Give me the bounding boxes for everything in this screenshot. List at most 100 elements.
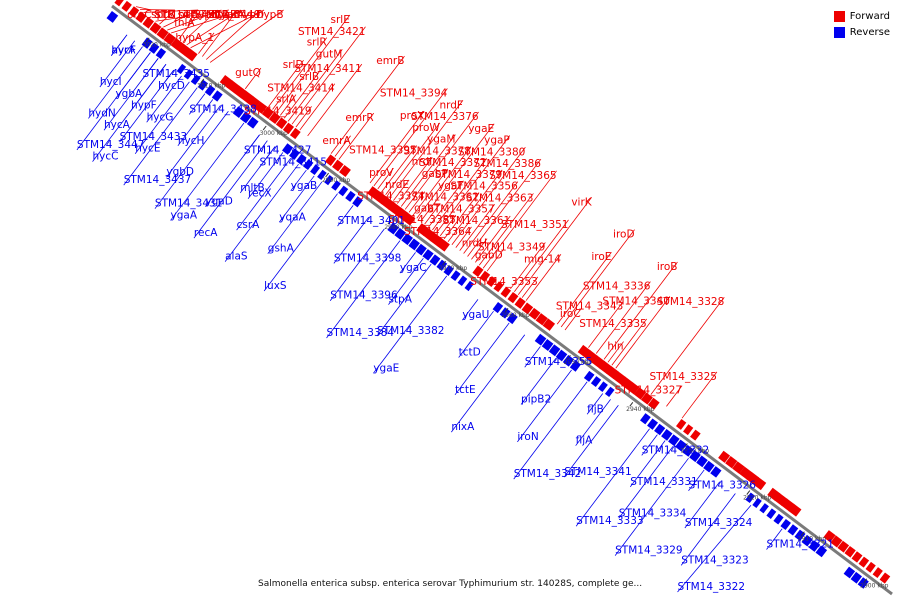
forward-gene-label: hypA_1 [175,32,214,44]
reverse-feature-70 [597,381,608,393]
label-connector [575,428,650,527]
forward-gene-label: STM14_3414 [267,83,335,95]
label-connector [88,46,143,119]
label-connector [76,52,151,151]
reverse-feature-44 [415,243,427,256]
forward-gene-label: STM14_3353 [470,276,537,288]
forward-gene-label: virK [571,196,592,208]
feature-track [106,0,891,589]
forward-gene-label: ygaF [438,180,463,192]
reverse-feature-82 [682,444,694,457]
forward-feature-76 [647,397,660,410]
reverse-feature-7 [155,48,167,59]
forward-gene-label: sprB [151,9,175,21]
forward-gene-label: iroE [591,251,611,263]
reverse-gene-label: tctE [455,384,476,396]
label-connector [159,9,176,25]
label-connector [283,71,320,119]
legend-reverse: Reverse [833,24,890,40]
tick-mark [863,578,868,584]
forward-gene-label: srlB [299,71,319,83]
label-connector [463,181,519,254]
reverse-gene-label: STM14_3323 [681,554,748,566]
forward-gene-label: gabT [414,202,441,214]
forward-gene-label: STM14_3374 [357,191,425,203]
forward-gene-label: STM14_3449 [193,9,260,21]
tick-mark [566,355,571,360]
forward-gene-label: STM14_3340 [602,295,669,307]
reverse-feature-84 [696,455,708,468]
forward-feature-7 [163,32,176,46]
label-connector [99,40,136,88]
label-connector [205,9,261,60]
label-connector [142,58,159,80]
reverse-gene-label: STM14_3401 [338,215,405,227]
forward-gene-label: iroC [560,308,581,320]
reverse-feature-56 [499,307,511,319]
forward-gene-label: gabD [475,249,503,261]
reverse-feature-45 [422,249,434,261]
forward-gene-label: gutM [316,48,343,60]
forward-gene-label: srlA [276,94,297,106]
label-connector [447,169,503,243]
forward-gene-label: nrdI [412,156,433,168]
forward-feature-52 [479,270,491,282]
reverse-gene-label: STM14_3382 [377,325,444,337]
forward-feature-106 [858,556,870,568]
forward-gene-label: STM14_3457 [154,9,221,21]
forward-gene-label: proX [400,110,424,122]
forward-gene-label: nrdH [462,238,487,250]
label-connector [163,9,199,28]
forward-gene-label: srlD [283,59,304,71]
reverse-feature-14 [204,85,216,97]
tick-mark [683,443,688,448]
label-connector [189,93,206,115]
reverse-gene-label: tctD [459,346,481,358]
forward-gene-label: ygaM [427,134,455,146]
forward-feature-10 [184,48,198,62]
label-connector [404,111,479,210]
label-connector [278,175,315,223]
label-connector [119,69,175,143]
reverse-gene-label: hycG [147,111,174,123]
forward-feature-3 [135,11,147,24]
reverse-gene-label: STM14_3384 [327,327,395,339]
forward-gene-label: proW [412,122,440,134]
label-connector [520,357,557,405]
reverse-feature-55 [492,302,504,314]
label-connector [684,481,721,529]
forward-gene-label: STM14_3411 [294,63,361,75]
forward-gene-label: STM14_3328 [657,296,724,308]
label-connector [247,152,284,199]
forward-gene-label: srlR [307,37,327,49]
label-connector [369,110,425,184]
forward-gene-label: STM14_3380 [458,146,525,158]
reverse-gene-label: STM14_3333 [576,515,643,527]
label-connector [680,493,736,566]
forward-gene-label: sitA [225,9,246,21]
label-connector [629,440,666,488]
forward-feature-22 [268,112,281,125]
forward-gene-label: STM14_3379 [435,169,502,181]
reverse-feature-62 [541,339,554,351]
forward-feature-25 [289,127,301,140]
reverse-feature-0 [106,10,119,23]
forward-feature-74 [633,387,647,400]
reverse-feature-13 [197,79,209,91]
reverse-feature-65 [562,354,575,367]
label-connector [376,263,432,337]
reverse-feature-32 [331,180,341,191]
forward-feature-55 [500,286,512,298]
label-connector [428,180,464,228]
label-connector [607,341,624,363]
reverse-gene-label: hycI [100,76,122,88]
tick-mark [504,307,509,313]
reverse-gene-label: STM14_3329 [615,545,682,557]
forward-gene-label: STM14_3361 [443,215,510,227]
label-connector [307,63,363,137]
tick-label: 3020 kbp [143,42,171,49]
forward-feature-1 [121,0,132,12]
label-connector [393,179,410,201]
forward-feature-80 [676,418,687,430]
forward-gene-label: STM14_3336 [583,281,651,293]
